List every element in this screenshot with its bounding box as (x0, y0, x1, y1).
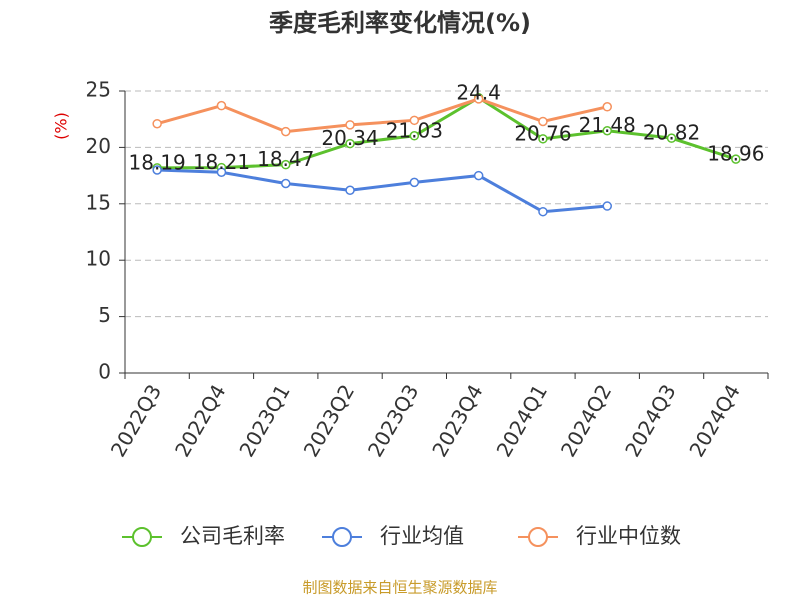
data-point (281, 126, 291, 137)
x-tick-label: 2023Q1 (234, 380, 294, 461)
data-point (409, 115, 420, 126)
x-tick-label: 2022Q3 (106, 380, 166, 461)
legend-label: 公司毛利率 (180, 524, 285, 548)
data-point (538, 116, 548, 127)
legend-label: 行业均值 (380, 524, 464, 548)
data-point (345, 120, 355, 130)
data-point (602, 102, 612, 112)
legend-marker (332, 527, 352, 547)
data-label: 21.03 (386, 118, 443, 142)
data-point (345, 185, 355, 196)
y-axis-label: (%) (52, 112, 71, 140)
x-tick-label: 2023Q4 (427, 380, 487, 461)
data-point (281, 178, 291, 189)
x-tick-label: 2023Q3 (363, 380, 423, 461)
y-tick-label: 0 (98, 360, 111, 384)
data-point (409, 177, 420, 188)
x-tick-label: 2024Q1 (492, 380, 552, 461)
x-tick-label: 2024Q3 (620, 380, 680, 461)
data-point (473, 170, 484, 181)
data-point (602, 125, 612, 136)
data-point (409, 131, 420, 141)
x-tick-label: 2024Q2 (556, 380, 616, 461)
data-label: 20.82 (643, 121, 700, 145)
data-point (538, 134, 548, 144)
series-line (156, 97, 608, 134)
legend-label: 行业中位数 (576, 524, 681, 548)
data-point (152, 165, 162, 175)
series-line (157, 168, 608, 214)
data-point (602, 201, 612, 211)
data-point (152, 118, 162, 129)
data-point (281, 159, 291, 170)
x-tick-label: 2022Q4 (170, 380, 230, 461)
x-tick-label: 2023Q2 (299, 380, 359, 461)
data-point (216, 167, 227, 177)
x-tick-label: 2024Q4 (684, 380, 744, 461)
y-tick-label: 10 (86, 247, 111, 271)
y-tick-label: 25 (86, 78, 111, 102)
source-note: 制图数据来自恒生聚源数据库 (302, 579, 497, 597)
data-point (345, 138, 355, 149)
data-point (731, 154, 741, 164)
legend-marker (528, 527, 548, 547)
data-label: 18.47 (257, 147, 314, 171)
y-tick-label: 20 (86, 134, 111, 158)
data-label: 21.48 (579, 113, 636, 137)
data-point (473, 94, 484, 104)
data-label: 20.34 (321, 126, 378, 150)
y-tick-label: 5 (98, 303, 111, 327)
data-point (216, 100, 227, 111)
data-label: 18.96 (707, 142, 764, 166)
legend-marker (132, 527, 152, 547)
data-label: 18.19 (129, 150, 186, 174)
y-tick-label: 15 (86, 190, 111, 214)
data-label: 18.21 (193, 150, 250, 174)
data-label: 24.4 (456, 80, 501, 104)
data-point (538, 206, 548, 217)
chart-title: 季度毛利率变化情况(%) (269, 9, 531, 37)
data-point (666, 133, 677, 143)
series-line (157, 96, 737, 170)
data-label: 20.76 (514, 121, 571, 145)
